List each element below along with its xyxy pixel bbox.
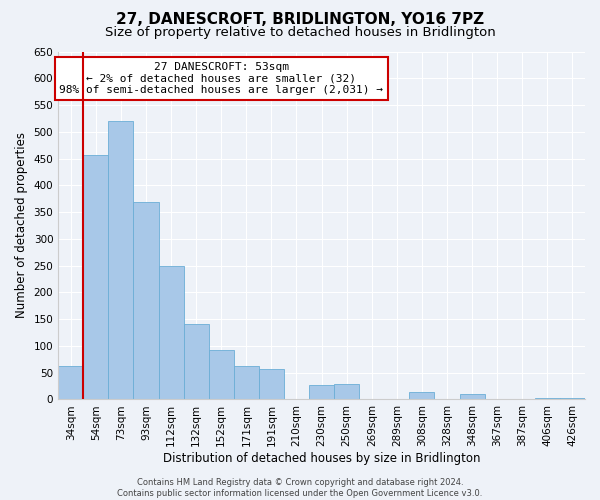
Bar [259,369,284,400]
X-axis label: Distribution of detached houses by size in Bridlington: Distribution of detached houses by size … [163,452,481,465]
Bar [58,366,83,400]
Bar [184,324,209,400]
Bar [158,266,184,400]
Bar [334,384,359,400]
Bar [309,385,334,400]
Text: Size of property relative to detached houses in Bridlington: Size of property relative to detached ho… [104,26,496,39]
Bar [133,202,158,400]
Text: 27 DANESCROFT: 53sqm
← 2% of detached houses are smaller (32)
98% of semi-detach: 27 DANESCROFT: 53sqm ← 2% of detached ho… [59,62,383,95]
Text: 27, DANESCROFT, BRIDLINGTON, YO16 7PZ: 27, DANESCROFT, BRIDLINGTON, YO16 7PZ [116,12,484,28]
Bar [409,392,434,400]
Bar [109,120,133,400]
Text: Contains HM Land Registry data © Crown copyright and database right 2024.
Contai: Contains HM Land Registry data © Crown c… [118,478,482,498]
Bar [560,398,585,400]
Y-axis label: Number of detached properties: Number of detached properties [15,132,28,318]
Bar [234,366,259,400]
Bar [460,394,485,400]
Bar [83,155,109,400]
Bar [209,350,234,400]
Bar [535,398,560,400]
